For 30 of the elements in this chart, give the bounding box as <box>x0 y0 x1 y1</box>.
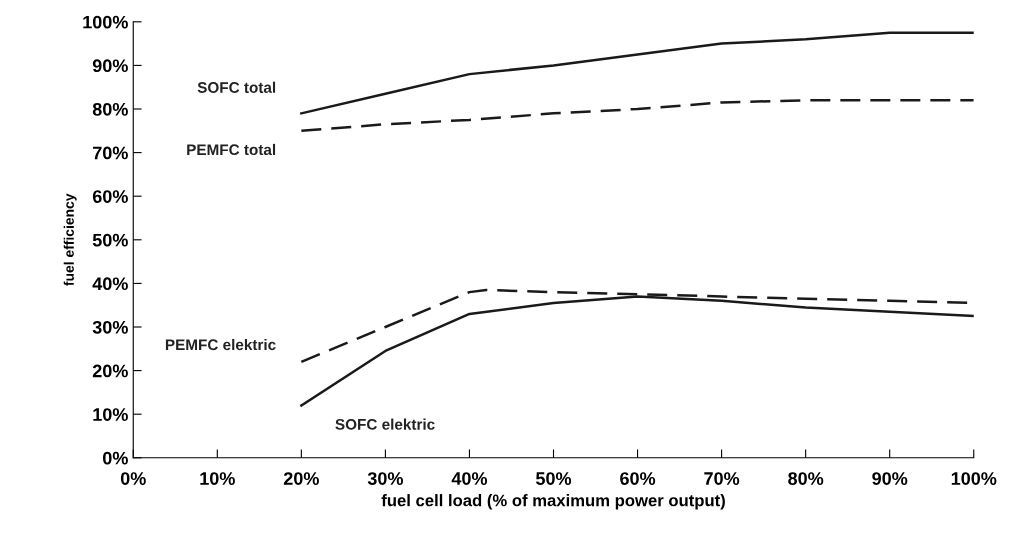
series-label: PEMFC elektric <box>165 338 276 351</box>
x-tick-label: 20% <box>283 472 319 485</box>
x-tick-label: 100% <box>951 472 997 485</box>
y-tick-label: 40% <box>92 277 128 291</box>
series-label: SOFC elektric <box>335 418 435 430</box>
y-tick-label: 100% <box>83 15 128 29</box>
y-tick-label: 20% <box>92 364 128 378</box>
y-tick-label: 0% <box>103 451 128 465</box>
line-series <box>300 99 974 133</box>
text: SOFC total <box>197 81 276 93</box>
x-tick-label: 70% <box>704 472 740 485</box>
y-axis-title: fuel efficiency <box>63 193 77 286</box>
x-tick-label: 40% <box>451 472 488 485</box>
y-tick-label: 50% <box>92 233 128 247</box>
y-tick-label: 90% <box>92 59 128 73</box>
x-tick-label: 0% <box>120 472 146 485</box>
line-series <box>300 31 974 115</box>
x-axis-title: fuel cell load (% of maximum power output) <box>381 494 725 510</box>
x-tick-label: 10% <box>200 472 235 485</box>
x-tick-label: 90% <box>872 472 908 485</box>
y-tick-label: 30% <box>92 320 128 334</box>
x-tick-label: 50% <box>535 472 572 485</box>
x-tick-label: 60% <box>620 472 656 485</box>
series-label: PEMFC total <box>187 143 276 156</box>
y-tick-label: 80% <box>92 102 128 116</box>
x-tick-label: 30% <box>367 472 403 485</box>
y-tick-label: 70% <box>93 146 128 160</box>
y-tick-label: 10% <box>93 408 128 421</box>
y-tick-label: 60% <box>92 190 128 203</box>
x-tick-label: 80% <box>788 472 824 485</box>
